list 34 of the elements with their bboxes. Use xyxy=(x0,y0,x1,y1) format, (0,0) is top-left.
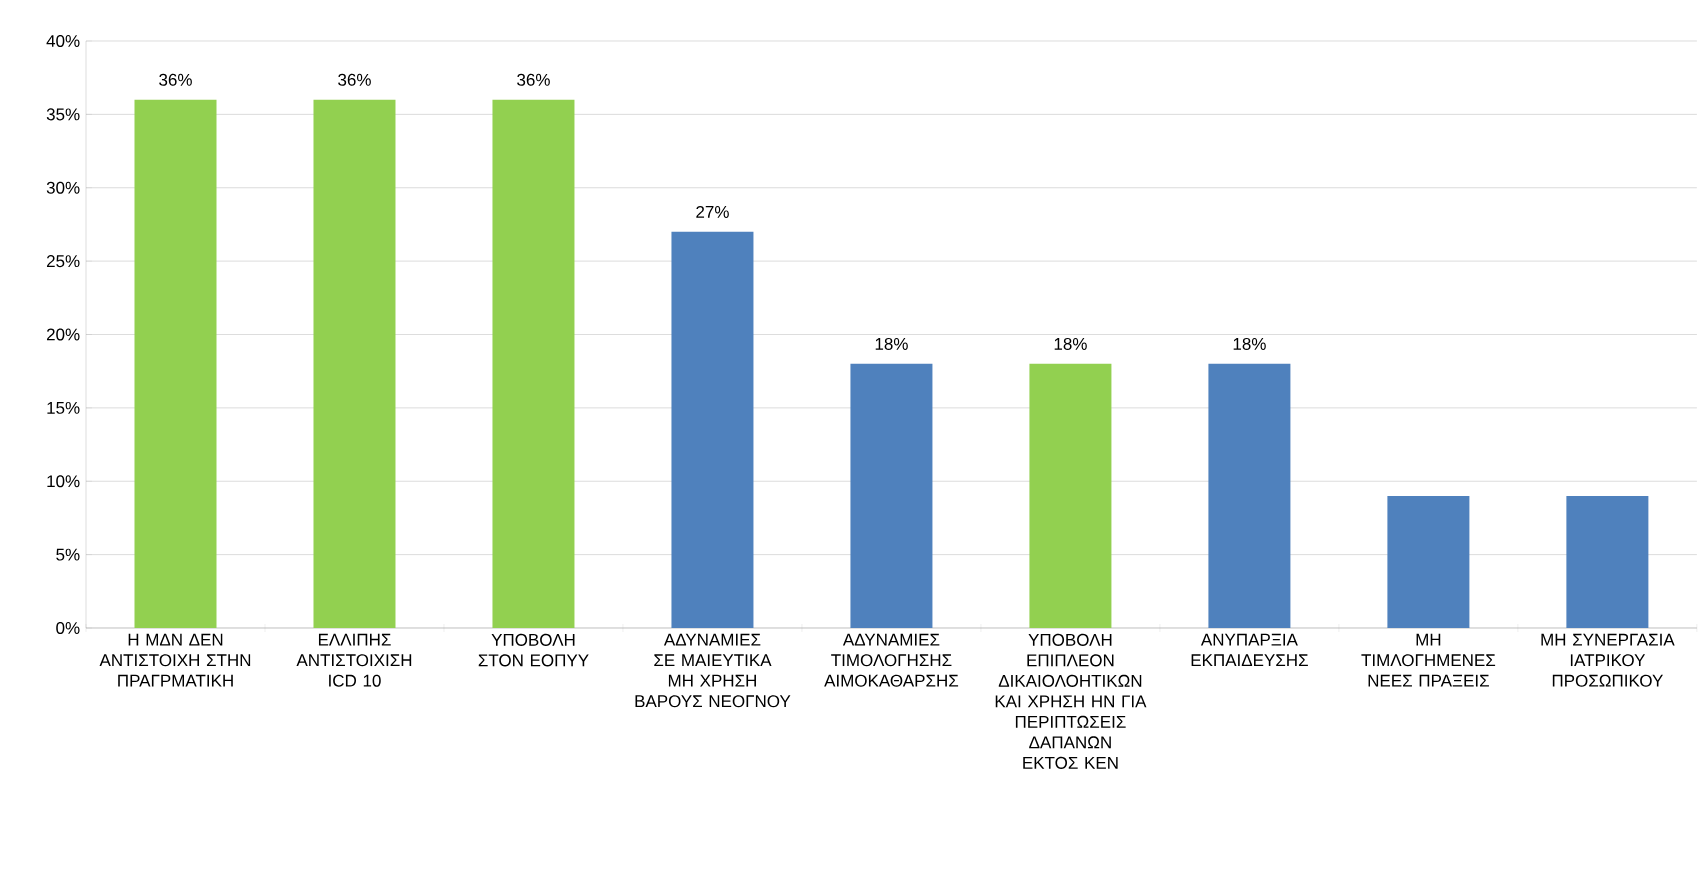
bar xyxy=(313,99,396,628)
bar xyxy=(1387,495,1470,628)
x-tick-label: ΑΔΥΝΑΜΙΕΣ ΣΕ ΜΑΙΕΥΤΙΚΑ ΜΗ ΧΡΗΣΗ ΒΑΡΟΥΣ ΝΕΟΓΝΟΥ xyxy=(635,633,791,708)
y-tick-label: 25% xyxy=(46,255,80,268)
bar xyxy=(1208,363,1291,628)
y-tick-label: 5% xyxy=(56,548,80,561)
y-tick-label: 35% xyxy=(46,108,80,121)
x-tick-label: ΑΝΥΠΑΡΞΙΑ ΕΚΠΑΙΔΕΥΣΗΣ xyxy=(1191,633,1308,667)
data-label: 36% xyxy=(159,73,192,86)
data-label: 36% xyxy=(517,73,550,86)
y-tick-label: 15% xyxy=(47,401,80,414)
y-tick-label: 0% xyxy=(56,621,80,635)
data-label: 18% xyxy=(875,337,908,350)
bar xyxy=(134,99,217,628)
bar xyxy=(1029,363,1112,628)
x-tick-label: ΑΔΥΝΑΜΙΕΣ ΤΙΜΟΛΟΓΗΣΗΣ ΑΙΜΟΚΑΘΑΡΣΗΣ xyxy=(824,633,959,687)
x-tick-label: ΥΠΟΒΟΛΗ ΕΠΙΠΛΕΟΝ ΔΙΚΑΙΟΛΟΗΤΙΚΩΝ ΚΑΙ ΧΡΗΣΗ ΗΝ ΓΙΑ ΠΕΡΙΠΤΩΣΕΙΣ ΔΑΠΑΝΩΝ ΕΚΤΟΣ ΚΕΝ xyxy=(995,633,1147,769)
x-tick-label: ΜΗ ΤΙΜΛΟΓΗΜΕΝΕΣ ΝΕΕΣ ΠΡΑΞΕΙΣ xyxy=(1361,633,1496,687)
y-tick-label: 20% xyxy=(46,328,80,341)
data-label: 18% xyxy=(1054,337,1087,350)
data-label: 27% xyxy=(696,205,729,218)
x-tick-label: ΥΠΟΒΟΛΗ ΣΤΟΝ ΕΟΠΥΥ xyxy=(478,633,589,667)
y-tick-label: 10% xyxy=(47,475,80,488)
data-label: 18% xyxy=(1233,337,1266,350)
bar xyxy=(671,231,754,628)
y-tick-label: 40% xyxy=(46,34,80,48)
data-label: 36% xyxy=(338,73,371,86)
bar xyxy=(492,99,575,628)
x-tick-label: ΜΗ ΣΥΝΕΡΓΑΣΙΑ ΙΑΤΡΙΚΟΥ ΠΡΟΣΩΠΙΚΟΥ xyxy=(1541,633,1675,687)
y-tick-label: 30% xyxy=(46,181,80,194)
x-tick-label: Η ΜΔΝ ΔΕΝ ΑΝΤΙΣΤΟΙΧΗ ΣΤΗΝ ΠΡΑΓΡΜΑΤΙΚΗ xyxy=(99,633,251,687)
bar xyxy=(1566,495,1649,628)
bar xyxy=(850,363,933,628)
x-tick-label: ΕΛΛΙΠΗΣ ΑΝΤΙΣΤΟΙΧΙΣΗ ICD 10 xyxy=(296,633,412,687)
